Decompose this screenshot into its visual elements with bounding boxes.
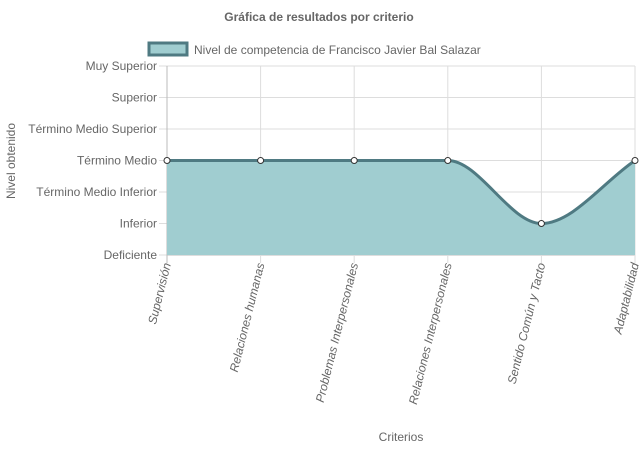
data-points [163, 157, 639, 227]
data-point[interactable] [631, 157, 639, 164]
x-tick-label: Sentido Común y Tacto [505, 261, 549, 385]
area-fill [167, 160, 635, 255]
y-axis-ticks: Deficiente Inferior Término Medio Inferior… [28, 59, 157, 262]
x-tick-label: Supervisión [145, 261, 174, 326]
x-tick-label: Adaptabilidad [610, 261, 639, 336]
legend[interactable]: Nivel de competencia de Francisco Javier… [147, 41, 481, 57]
y-tick-label: Inferior [120, 217, 157, 231]
y-tick-label: Muy Superior [86, 59, 157, 73]
x-tick-label: Relaciones humanas [227, 261, 268, 373]
y-axis-title: Nivel obtenido [4, 123, 18, 199]
y-tick-label: Superior [112, 91, 157, 105]
y-tick-label: Término Medio Inferior [36, 185, 157, 199]
series-area [167, 158, 636, 255]
legend-swatch [147, 41, 189, 57]
y-tick-label: Término Medio Superior [28, 122, 157, 136]
y-tick-label: Término Medio [77, 154, 157, 168]
data-point[interactable] [537, 220, 545, 227]
y-tick-label: Deficiente [104, 248, 158, 262]
data-point[interactable] [163, 157, 171, 164]
x-tick-label: Relaciones Interpersonales [406, 261, 455, 405]
data-point[interactable] [444, 157, 452, 164]
x-axis-title: Criterios [379, 430, 424, 444]
data-point[interactable] [257, 157, 265, 164]
legend-label: Nivel de competencia de Francisco Javier… [194, 43, 481, 57]
x-axis-ticks: Supervisión Relaciones humanas Problemas I… [145, 261, 639, 406]
data-point[interactable] [350, 157, 358, 164]
chart-title: Gráfica de resultados por criterio [224, 10, 413, 24]
x-tick-label: Problemas Interpersonales [313, 261, 361, 404]
